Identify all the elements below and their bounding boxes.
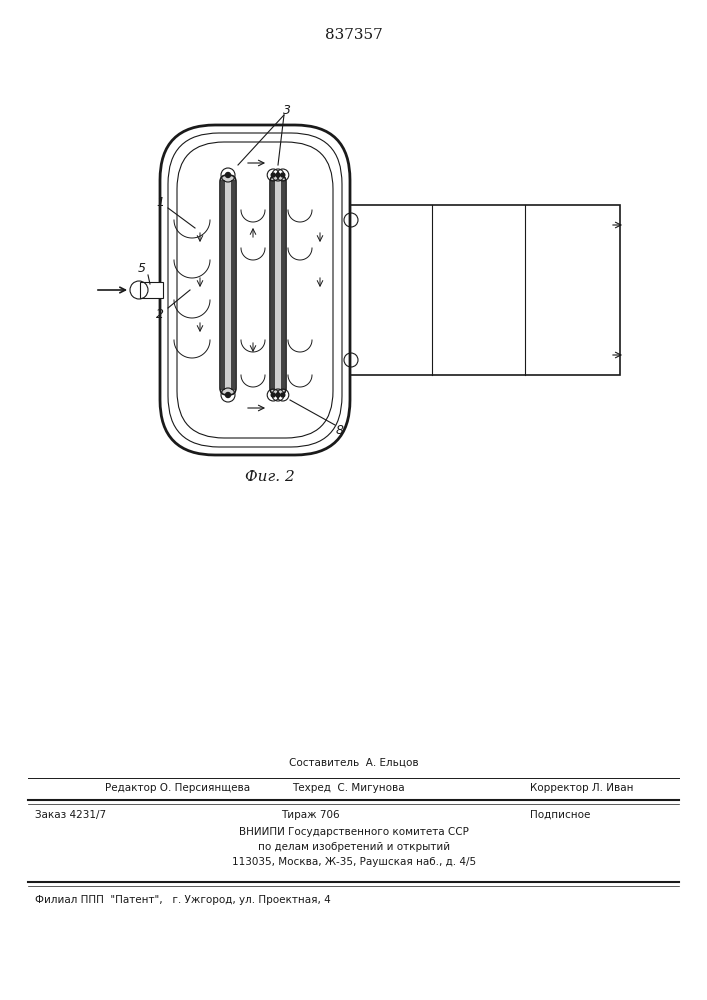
Text: 837357: 837357 — [325, 28, 383, 42]
FancyBboxPatch shape — [160, 125, 350, 455]
Text: 3: 3 — [283, 104, 291, 116]
Text: Техред  С. Мигунова: Техред С. Мигунова — [292, 783, 404, 793]
Bar — [231, 180, 235, 390]
Text: Заказ 4231/7: Заказ 4231/7 — [35, 810, 106, 820]
Circle shape — [281, 393, 285, 397]
Text: 2: 2 — [156, 308, 164, 322]
Bar — [140, 282, 163, 298]
Circle shape — [271, 393, 275, 397]
Text: по делам изобретений и открытий: по делам изобретений и открытий — [258, 842, 450, 852]
Circle shape — [281, 173, 285, 177]
FancyBboxPatch shape — [270, 175, 286, 395]
Text: Фиг. 2: Фиг. 2 — [245, 470, 295, 484]
Circle shape — [276, 393, 280, 397]
Text: Филиал ППП  "Патент",   г. Ужгород, ул. Проектная, 4: Филиал ППП "Патент", г. Ужгород, ул. Про… — [35, 895, 331, 905]
Circle shape — [271, 173, 275, 177]
Bar — [221, 180, 225, 390]
Text: 1: 1 — [156, 196, 164, 209]
Text: Тираж 706: Тираж 706 — [281, 810, 339, 820]
FancyBboxPatch shape — [220, 175, 236, 395]
Bar — [337, 205, 620, 375]
Circle shape — [226, 172, 230, 178]
Circle shape — [226, 392, 230, 397]
Circle shape — [276, 173, 280, 177]
Text: 8: 8 — [336, 424, 344, 436]
Bar — [271, 180, 275, 390]
Text: Подписное: Подписное — [530, 810, 590, 820]
Text: 5: 5 — [138, 261, 146, 274]
Text: Редактор О. Персиянщева: Редактор О. Персиянщева — [105, 783, 250, 793]
Bar — [281, 180, 285, 390]
Text: 113035, Москва, Ж-35, Раушская наб., д. 4/5: 113035, Москва, Ж-35, Раушская наб., д. … — [232, 857, 476, 867]
Text: Корректор Л. Иван: Корректор Л. Иван — [530, 783, 633, 793]
Text: ВНИИПИ Государственного комитета ССР: ВНИИПИ Государственного комитета ССР — [239, 827, 469, 837]
Text: Составитель  А. Ельцов: Составитель А. Ельцов — [289, 758, 419, 768]
